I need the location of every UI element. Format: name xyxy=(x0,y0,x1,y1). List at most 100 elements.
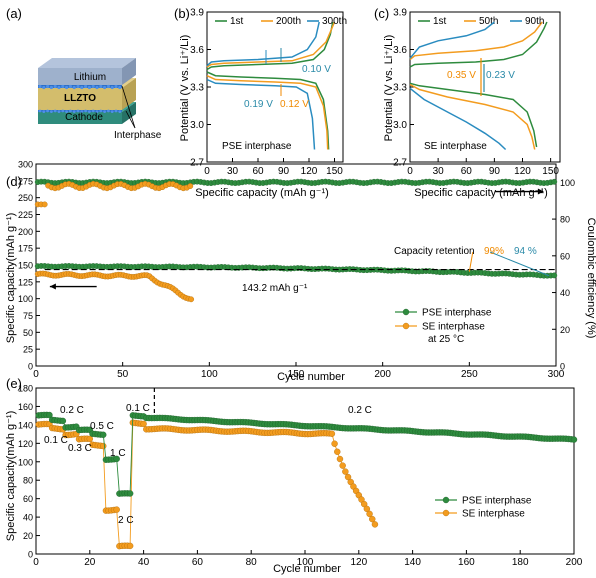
chart-d-y2tick-label: 0 xyxy=(560,362,565,372)
chart-c-ytick-label: 3.0 xyxy=(393,120,407,131)
se-rate-point xyxy=(100,442,107,450)
chart-e-xtick-label: 80 xyxy=(246,557,258,568)
interphase-dot xyxy=(53,109,57,113)
chart-c-ytick-label: 2.7 xyxy=(393,158,407,169)
chart-e-legend-marker xyxy=(442,509,450,517)
chart-b-xtick-label: 60 xyxy=(252,166,264,177)
se-ce-point xyxy=(187,183,194,189)
se-rate-point xyxy=(344,473,352,481)
chart-d-ytick-label: 300 xyxy=(18,160,33,170)
chart-b-series-300th-discharge xyxy=(206,78,316,150)
chart-d-y2tick-label: 40 xyxy=(560,288,570,298)
se-ce-point xyxy=(41,201,48,208)
interphase-dot xyxy=(57,85,61,90)
chart-d-ytick-label: 25 xyxy=(23,345,33,355)
layer-llzto-label: LLZTO xyxy=(64,93,96,104)
chart-e-ytick-label: 60 xyxy=(23,494,33,504)
interphase-dot xyxy=(107,109,110,113)
interphase-dot xyxy=(118,110,122,113)
chart-e-ytick-label: 160 xyxy=(18,402,33,412)
chart-d-xtick-label: 50 xyxy=(117,369,129,380)
chart-b-xtick-label: 150 xyxy=(326,166,343,177)
interphase-dot xyxy=(72,85,76,90)
chart-b-series-200th-charge xyxy=(206,21,336,68)
chart-b-series-200th-discharge xyxy=(206,75,329,150)
chart-d-ytick-label: 50 xyxy=(23,328,33,338)
interphase-dot xyxy=(80,110,84,113)
chart-c-series-1st-charge xyxy=(409,21,548,68)
chart-b-plot-frame xyxy=(206,11,344,163)
se-capacity-point xyxy=(188,296,195,303)
pse-rate-point xyxy=(126,490,134,497)
chart-e-xtick-label: 20 xyxy=(84,557,96,568)
se-rate-point xyxy=(339,462,346,469)
chart-b-xtick-label: 30 xyxy=(227,166,239,177)
pse-rate-point xyxy=(570,436,578,443)
chart-e-ylabel: Specific capacity(mAh g⁻¹) xyxy=(5,411,17,542)
chart-c-ylabel: Potential (V vs. Li⁺/Li) xyxy=(383,35,395,142)
interphase-dot xyxy=(88,110,91,113)
interphase-dot xyxy=(99,109,103,113)
interphase-dot xyxy=(91,109,95,113)
se-rate-point xyxy=(363,505,371,513)
chart-e-ytick-label: 140 xyxy=(18,420,33,430)
chart-b-series-1st-discharge xyxy=(206,71,330,150)
interphase-dot xyxy=(118,85,122,90)
interphase-dot xyxy=(114,109,118,113)
interphase-dot xyxy=(110,85,114,90)
interphase-dot xyxy=(42,110,46,113)
chart-d-ytick-label: 100 xyxy=(18,294,33,304)
chart-e-ytick-label: 40 xyxy=(23,513,33,523)
chart-d-ytick-label: 75 xyxy=(23,311,33,321)
se-rate-point xyxy=(371,521,379,528)
interphase-dot xyxy=(110,110,114,113)
interphase-dot xyxy=(72,110,76,113)
interphase-dot xyxy=(95,85,99,90)
chart-d-y2tick-label: 80 xyxy=(560,215,570,225)
chart-e: 0 20 40 60 80 100 120 140 160 180 200 0 20 40 60 80 100 1… xyxy=(18,384,583,569)
chart-b-ytick-label: 2.7 xyxy=(190,158,204,169)
chart-d-retention-label: Capacity retention xyxy=(394,246,475,257)
interphase-dot xyxy=(95,110,99,113)
chart-d-legend-label: SE interphase xyxy=(422,322,485,333)
interphase-dot xyxy=(76,84,80,89)
chart-b-series-300th-charge xyxy=(206,21,320,67)
chart-d-ytick-label: 175 xyxy=(18,244,33,254)
pse-capacity-point xyxy=(551,272,558,279)
se-rate-point xyxy=(366,510,373,518)
chart-d-xtick-label: 200 xyxy=(374,369,391,380)
panel-b-label: (b) xyxy=(174,6,190,21)
se-rate-point xyxy=(336,455,344,463)
interphase-dot xyxy=(103,110,106,113)
chart-b-ylabel: Potential (V vs. Li⁺/Li) xyxy=(179,35,191,142)
layer-lithium-label: Lithium xyxy=(74,72,106,83)
rate-label-2: 0.3 C xyxy=(68,443,92,454)
chart-b-legend-label: 200th xyxy=(276,16,301,27)
chart-d-y2tick-label: 20 xyxy=(560,325,570,335)
interphase-dot xyxy=(80,85,84,90)
se-rate-point xyxy=(331,440,338,447)
interphase-dot xyxy=(69,109,72,113)
chart-c-legend-label: 50th xyxy=(479,16,498,27)
chart-d-retention-arrow xyxy=(468,251,474,272)
chart-d-xtick-label: 150 xyxy=(288,369,305,380)
chart-e-ytick-label: 80 xyxy=(23,476,33,486)
pse-rate-point xyxy=(100,431,107,438)
chart-d-ytick-label: 200 xyxy=(18,227,33,237)
chart-c-xtick-label: 60 xyxy=(461,166,473,177)
chart-b-xtick-label: 120 xyxy=(301,166,318,177)
chart-e-xtick-label: 140 xyxy=(404,557,421,568)
chart-c-series-90th-discharge xyxy=(409,87,507,151)
chart-d-retention-se: 99% xyxy=(484,246,504,257)
chart-e-legend-label: SE interphase xyxy=(462,509,525,520)
chart-d-legend-marker xyxy=(402,322,410,330)
chart-d-reference-label: 143.2 mAh g⁻¹ xyxy=(242,283,308,294)
chart-b-series-1st-charge xyxy=(206,21,334,71)
chart-b-gap-green: 0.10 V xyxy=(302,64,331,75)
pse-ce-point xyxy=(551,178,558,185)
chart-c: 0 30 60 90 120 150 2.7 3.0 3.3 3.6 3.9 1st 50th 90th xyxy=(393,8,561,177)
chart-d-y2tick-label: 60 xyxy=(560,251,570,261)
rate-label-5: 2 C xyxy=(118,515,134,526)
chart-d-ytick-label: 250 xyxy=(18,193,33,203)
